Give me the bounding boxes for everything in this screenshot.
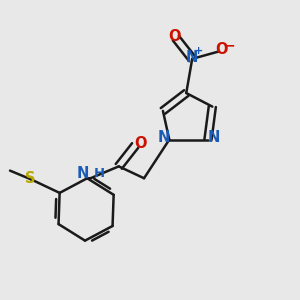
Text: H: H	[94, 167, 105, 180]
Text: N: N	[158, 130, 170, 145]
Text: N: N	[186, 50, 198, 65]
Text: +: +	[194, 46, 203, 56]
Text: O: O	[134, 136, 147, 151]
Text: N: N	[77, 166, 89, 181]
Text: −: −	[224, 38, 235, 52]
Text: O: O	[215, 42, 228, 57]
Text: N: N	[207, 130, 220, 145]
Text: S: S	[25, 170, 35, 185]
Text: O: O	[168, 29, 181, 44]
